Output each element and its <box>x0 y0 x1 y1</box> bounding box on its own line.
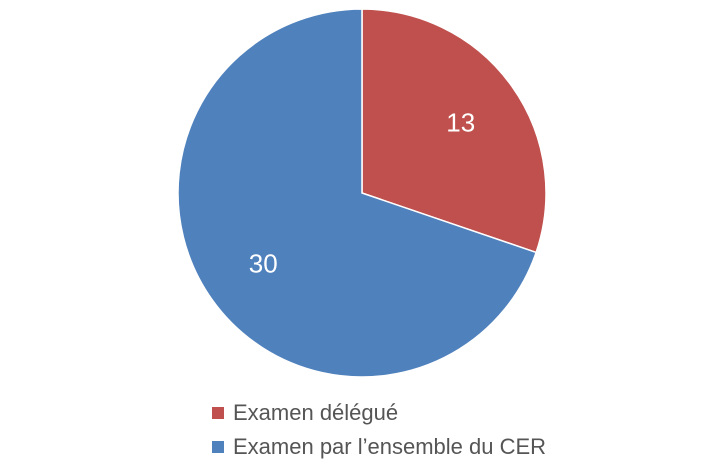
pie-data-labels: 13 30 <box>249 107 475 278</box>
legend-label-examen-ensemble-cer: Examen par l’ensemble du CER <box>233 434 547 459</box>
pie-slice-examen-delegue <box>361 8 547 254</box>
legend-swatch-examen-ensemble-cer <box>212 441 224 453</box>
pie-slice-examen-ensemble-cer <box>177 8 538 378</box>
legend-swatch-examen-delegue <box>212 407 224 419</box>
chart-legend: Examen délégué Examen par l’ensemble du … <box>212 396 546 464</box>
legend-label-examen-delegue: Examen délégué <box>233 400 399 425</box>
pie-slices <box>177 8 547 378</box>
legend-item-examen-delegue: Examen délégué <box>212 396 546 430</box>
data-label-examen-delegue: 13 <box>446 107 475 137</box>
data-label-examen-ensemble-cer: 30 <box>249 249 278 279</box>
legend-item-examen-ensemble-cer: Examen par l’ensemble du CER <box>212 430 546 464</box>
